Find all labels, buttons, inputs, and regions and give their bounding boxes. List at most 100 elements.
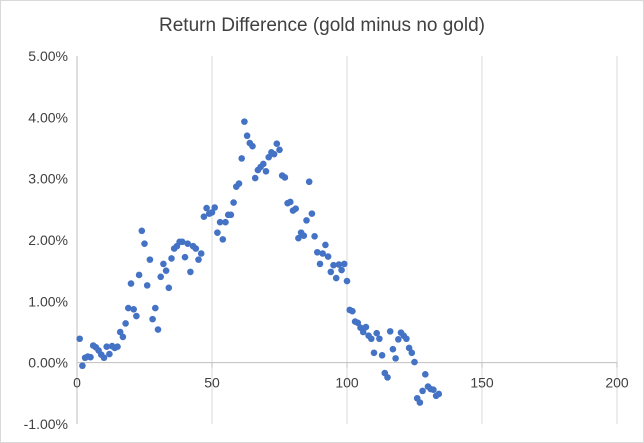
data-point	[314, 248, 321, 256]
y-tick-label: 3.00%	[28, 171, 68, 187]
data-point	[370, 349, 378, 357]
data-point	[238, 155, 245, 162]
data-point	[373, 329, 381, 337]
data-point	[359, 328, 367, 336]
data-point	[165, 284, 173, 292]
y-tick-label: 4.00%	[28, 109, 68, 125]
data-point	[349, 307, 356, 315]
data-point	[135, 271, 143, 279]
data-point	[403, 335, 410, 343]
data-point	[235, 180, 243, 187]
data-point	[241, 118, 248, 125]
data-point	[292, 205, 300, 213]
data-point	[368, 335, 375, 343]
data-point	[203, 204, 210, 212]
data-point	[419, 387, 426, 395]
data-point	[332, 274, 340, 282]
data-point	[324, 253, 332, 260]
data-point	[114, 343, 121, 351]
data-point	[376, 335, 383, 343]
data-point	[405, 344, 413, 352]
data-point	[392, 355, 399, 362]
data-point	[162, 267, 170, 274]
data-point	[116, 328, 124, 336]
data-point	[216, 218, 224, 226]
data-point	[87, 353, 94, 361]
data-point	[179, 238, 186, 246]
data-point	[230, 199, 237, 206]
data-point	[154, 326, 162, 333]
data-point	[157, 273, 164, 281]
data-point	[197, 250, 205, 257]
data-point	[119, 333, 127, 341]
data-point	[411, 358, 418, 366]
data-point	[222, 218, 229, 226]
data-point	[146, 256, 154, 263]
data-point	[103, 343, 110, 351]
data-point	[270, 150, 278, 158]
data-point	[287, 198, 294, 206]
data-point	[362, 323, 370, 331]
data-point	[125, 304, 132, 312]
data-point	[200, 213, 208, 220]
y-tick-label: 2.00%	[28, 232, 68, 248]
data-point	[127, 280, 135, 287]
data-point	[141, 240, 148, 247]
x-tick-label: 50	[204, 375, 220, 391]
y-tick-label: 1.00%	[28, 293, 68, 309]
chart-title: Return Difference (gold minus no gold)	[159, 15, 485, 36]
data-point	[305, 178, 313, 186]
data-point	[143, 282, 151, 289]
axes: 0 50 100 150 200 -1.00% 0.00% 1.00% 2.00% 3.00% 4.…	[24, 48, 629, 432]
data-point	[343, 277, 351, 285]
data-point	[276, 146, 283, 154]
data-point	[227, 211, 235, 219]
data-point	[160, 260, 167, 268]
data-point	[260, 160, 267, 168]
data-point	[195, 256, 202, 263]
x-tick-label: 0	[73, 375, 81, 391]
data-point	[330, 261, 337, 269]
data-point	[422, 371, 429, 378]
data-point	[384, 374, 391, 381]
data-point	[149, 315, 156, 323]
data-point	[430, 386, 437, 393]
data-point	[187, 268, 194, 276]
y-tick-label: 0.00%	[28, 355, 68, 371]
data-point	[262, 168, 270, 175]
data-point	[378, 352, 386, 359]
data-point	[300, 232, 308, 240]
data-point	[395, 336, 402, 343]
data-point	[181, 253, 189, 261]
data-point	[214, 229, 221, 236]
data-point	[335, 261, 343, 268]
data-point	[354, 319, 362, 327]
gridlines	[211, 56, 618, 424]
data-point	[322, 241, 329, 249]
data-point	[249, 142, 256, 150]
data-point	[389, 345, 397, 353]
data-point	[416, 399, 424, 406]
data-point	[303, 217, 310, 224]
data-point	[138, 227, 146, 235]
data-points	[76, 118, 443, 406]
data-point	[130, 306, 137, 313]
data-point	[265, 153, 273, 161]
data-point	[208, 209, 216, 216]
data-point	[341, 260, 348, 268]
data-point	[122, 320, 129, 327]
data-point	[281, 174, 289, 181]
data-point	[184, 240, 191, 247]
data-point	[79, 362, 86, 370]
data-point	[386, 328, 394, 335]
data-point	[408, 349, 416, 357]
data-point	[327, 268, 335, 276]
data-point	[311, 233, 318, 240]
x-tick-label: 100	[335, 375, 359, 391]
data-point	[308, 210, 316, 217]
data-point	[273, 140, 281, 148]
data-point	[168, 255, 175, 262]
data-point	[435, 390, 443, 398]
